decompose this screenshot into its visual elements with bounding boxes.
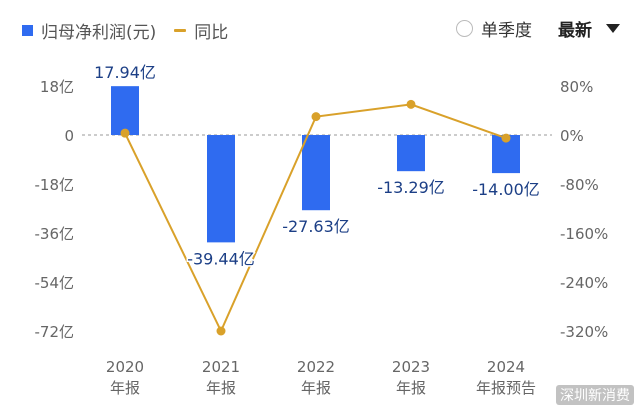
quarter-radio-label: 单季度: [481, 21, 532, 41]
x-axis-tick-year: 2022: [297, 358, 335, 376]
chart-controls: 单季度 最新: [456, 16, 620, 41]
x-axis-tick-type: 年报预告: [476, 379, 536, 397]
x-axis-tick-type: 年报: [396, 379, 426, 397]
legend-item-yoy: 同比: [174, 18, 228, 43]
watermark: 深圳新消费: [556, 385, 634, 405]
left-axis-tick: 18亿: [40, 78, 74, 96]
bar-profit: [111, 86, 139, 135]
x-axis-tick-year: 2020: [106, 358, 144, 376]
x-axis-tick-year: 2024: [487, 358, 525, 376]
bar-value-label: -13.29亿: [377, 178, 445, 197]
bar-value-label: 17.94亿: [94, 63, 156, 82]
bar-value-label: -39.44亿: [187, 249, 255, 268]
left-axis-tick: 0: [64, 127, 74, 145]
x-axis-tick-year: 2021: [202, 358, 240, 376]
quarter-radio[interactable]: 单季度: [456, 16, 532, 41]
right-axis-tick: 0%: [560, 127, 584, 145]
left-axis-tick: -72亿: [35, 323, 75, 341]
x-axis-tick-type: 年报: [110, 379, 140, 397]
bar-profit: [302, 135, 330, 211]
chart-legend: 归母净利润(元) 同比: [22, 18, 246, 43]
right-axis-tick: -160%: [560, 225, 608, 243]
line-yoy-point: [216, 326, 226, 336]
line-yoy-point: [501, 133, 511, 143]
x-axis-tick-type: 年报: [301, 379, 331, 397]
radio-circle-icon: [456, 20, 473, 37]
x-axis-tick-type: 年报: [206, 379, 236, 397]
legend-swatch-line: [174, 29, 187, 32]
bar-value-label: -27.63亿: [282, 217, 350, 236]
legend-label-profit: 归母净利润(元): [41, 23, 157, 43]
legend-label-yoy: 同比: [194, 23, 229, 43]
sort-dropdown[interactable]: 最新: [558, 16, 620, 41]
right-axis-tick: -240%: [560, 274, 608, 292]
right-axis-tick: -320%: [560, 323, 608, 341]
line-yoy-point: [120, 128, 130, 138]
legend-item-profit: 归母净利润(元): [22, 18, 156, 43]
legend-swatch-bar: [22, 25, 33, 36]
left-axis-tick: -36亿: [35, 225, 75, 243]
right-axis-tick: -80%: [560, 176, 599, 194]
left-axis-tick: -18亿: [35, 176, 75, 194]
x-axis-tick-year: 2023: [392, 358, 430, 376]
bar-profit: [207, 135, 235, 243]
sort-dropdown-label: 最新: [558, 21, 592, 41]
left-axis-tick: -54亿: [35, 274, 75, 292]
right-axis-tick: 80%: [560, 78, 593, 96]
line-yoy-point: [311, 112, 321, 122]
triangle-down-icon: [606, 24, 620, 33]
line-yoy-point: [406, 99, 416, 109]
bar-value-label: -14.00亿: [472, 180, 540, 199]
bar-profit: [397, 135, 425, 172]
